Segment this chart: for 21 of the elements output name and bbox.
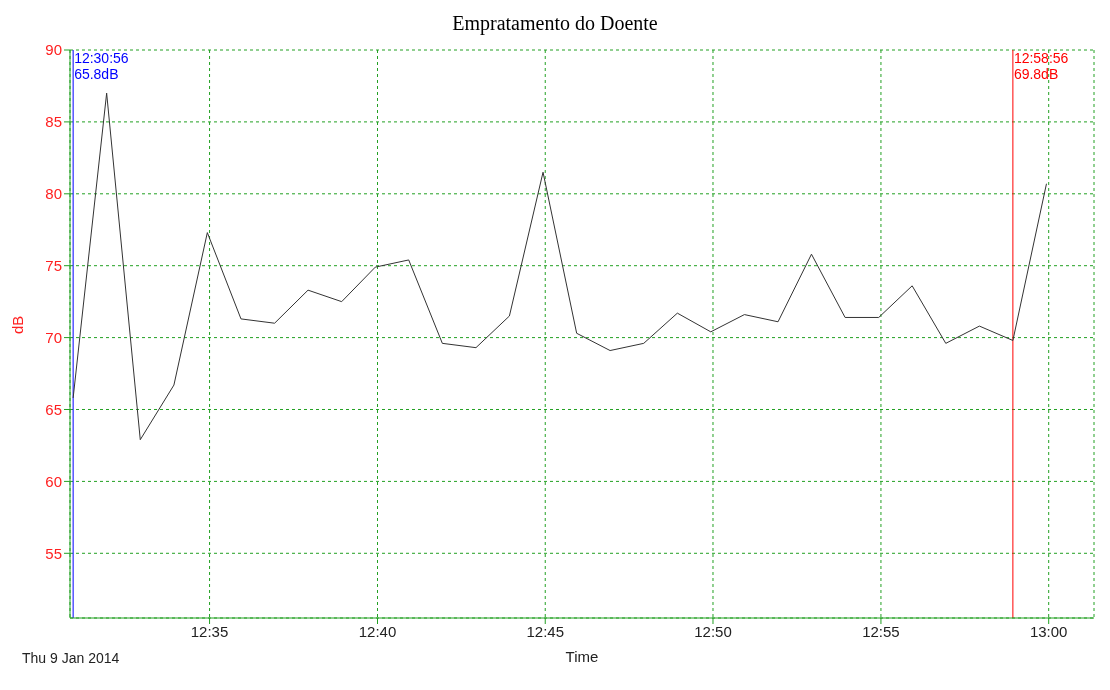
- x-tick-label: 12:50: [694, 622, 732, 640]
- y-axis-title: dB: [9, 315, 27, 334]
- x-tick-label: 12:40: [358, 622, 397, 640]
- y-tick-label: 75: [45, 257, 62, 275]
- x-tick-label: 12:35: [190, 622, 229, 640]
- y-tick-label: 55: [45, 544, 62, 562]
- x-tick-label: 13:00: [1029, 622, 1068, 640]
- chart-title: Empratamento do Doente: [451, 11, 659, 37]
- y-tick-label: 90: [45, 41, 62, 59]
- annotation: 12:58:56 69.8dB: [1013, 50, 1069, 82]
- text: Thu 9 Jan 2014: [22, 650, 120, 666]
- y-tick-label: 60: [45, 472, 62, 490]
- x-tick-label: 12:55: [862, 622, 900, 640]
- annotation: 12:30:56 65.8dB: [74, 50, 129, 82]
- y-tick-label: 80: [45, 185, 62, 203]
- y-tick-label: 85: [45, 113, 62, 131]
- y-tick-label: 70: [45, 328, 62, 346]
- x-tick-label: 12:45: [526, 622, 565, 640]
- y-tick-label: 65: [45, 400, 62, 418]
- x-axis-title: Time: [565, 648, 599, 665]
- line-series: [72, 92, 1047, 441]
